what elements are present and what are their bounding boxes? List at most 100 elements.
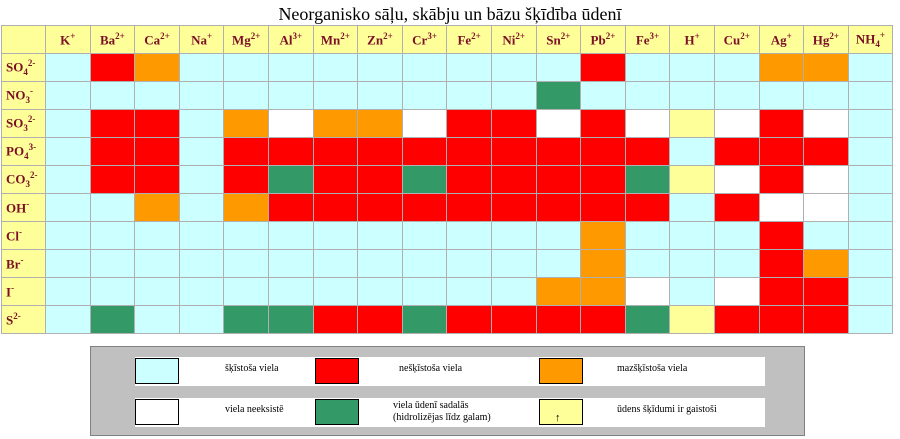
solubility-cell [357, 109, 403, 138]
solubility-cell [580, 249, 626, 278]
solubility-cell [267, 249, 314, 278]
cation-header: Ca2+ [134, 25, 180, 54]
solubility-cell [624, 165, 671, 194]
anion-header: PO43- [1, 137, 46, 166]
solubility-cell [223, 109, 269, 138]
table-row: I- [1, 277, 894, 306]
solubility-cell [713, 165, 760, 194]
solubility-cell [624, 137, 671, 166]
solubility-cell [580, 221, 626, 250]
anion-header: Br- [1, 249, 46, 278]
solubility-cell [758, 221, 805, 250]
solubility-cell [134, 165, 180, 194]
solubility-cell [401, 277, 448, 306]
solubility-cell [580, 165, 626, 194]
solubility-cell [89, 221, 136, 250]
cation-header: Mg2+ [223, 25, 269, 54]
solubility-cell [803, 165, 849, 194]
solubility-cell [713, 305, 760, 334]
solubility-cell [535, 277, 582, 306]
solubility-cell [669, 81, 715, 110]
insoluble-swatch [315, 358, 359, 384]
solubility-cell [535, 81, 582, 110]
solubility-cell [357, 305, 403, 334]
solubility-cell [847, 277, 894, 306]
solubility-cell [357, 277, 403, 306]
solubility-cell [267, 109, 314, 138]
solubility-cell [45, 109, 91, 138]
cation-header: Ni2+ [490, 25, 537, 54]
solubility-cell [89, 81, 136, 110]
solubility-cell [758, 109, 805, 138]
solubility-cell [178, 81, 225, 110]
solubility-cell [223, 81, 269, 110]
solubility-cell [624, 109, 671, 138]
solubility-cell [535, 221, 582, 250]
solubility-cell [134, 277, 180, 306]
solubility-cell [713, 221, 760, 250]
solubility-cell [847, 137, 894, 166]
solubility-cell [446, 81, 492, 110]
solubility-cell [267, 165, 314, 194]
solubility-cell [847, 193, 894, 222]
solubility-cell [178, 221, 225, 250]
solubility-cell [357, 193, 403, 222]
solubility-cell [89, 137, 136, 166]
solubility-cell [490, 53, 537, 82]
solubility-cell [580, 193, 626, 222]
solubility-cell [847, 53, 894, 82]
solubility-cell [357, 221, 403, 250]
solubility-cell [803, 193, 849, 222]
solubility-cell [624, 305, 671, 334]
corner-cell [1, 25, 46, 54]
solubility-cell [580, 109, 626, 138]
cation-header: Fe3+ [624, 25, 671, 54]
nonexistent-swatch [135, 399, 179, 425]
solubility-cell [669, 109, 715, 138]
solubility-cell [713, 137, 760, 166]
solubility-cell [223, 165, 269, 194]
volatile-label: ūdens šķīdumi ir gaistoši [617, 404, 717, 415]
solubility-cell [580, 53, 626, 82]
solubility-cell [134, 109, 180, 138]
table-row: NO3- [1, 81, 894, 110]
solubility-cell [580, 305, 626, 334]
solubility-cell [45, 305, 91, 334]
solubility-cell [178, 165, 225, 194]
solubility-cell [535, 165, 582, 194]
solubility-cell [624, 53, 671, 82]
solubility-cell [401, 137, 448, 166]
up-arrow-icon: ↑ [555, 412, 561, 424]
solubility-cell [713, 81, 760, 110]
solubility-cell [490, 137, 537, 166]
solubility-cell [535, 305, 582, 334]
solubility-cell [401, 221, 448, 250]
cation-header: Na+ [178, 25, 225, 54]
solubility-cell [446, 137, 492, 166]
legend: šķīstoša viela nešķīstoša viela mazšķīst… [90, 346, 805, 436]
solubility-cell [89, 53, 136, 82]
solubility-cell [89, 193, 136, 222]
solubility-table: K+ Ba2+ Ca2+ Na+ Mg2+ Al3+ Mn2+ Zn2+ Cr3+ Fe2+ Ni2… [1, 25, 894, 334]
solubility-cell [847, 109, 894, 138]
solubility-cell [401, 53, 448, 82]
anion-header: I- [1, 277, 46, 306]
solubility-cell [446, 221, 492, 250]
solubility-cell [803, 249, 849, 278]
solubility-cell [45, 137, 91, 166]
solubility-cell [267, 53, 314, 82]
solubility-cell [669, 277, 715, 306]
solubility-cell [446, 109, 492, 138]
solubility-cell [758, 305, 805, 334]
solubility-cell [490, 165, 537, 194]
solubility-cell [490, 193, 537, 222]
solubility-cell [89, 305, 136, 334]
solubility-cell [401, 305, 448, 334]
solubility-cell [401, 249, 448, 278]
solubility-cell [357, 249, 403, 278]
hydrolyzes-label-line1: viela ūdenī sadalās [393, 400, 469, 411]
solubility-cell [267, 81, 314, 110]
nonexistent-label: viela neeksistē [225, 404, 284, 415]
solubility-cell [713, 193, 760, 222]
solubility-cell [624, 221, 671, 250]
